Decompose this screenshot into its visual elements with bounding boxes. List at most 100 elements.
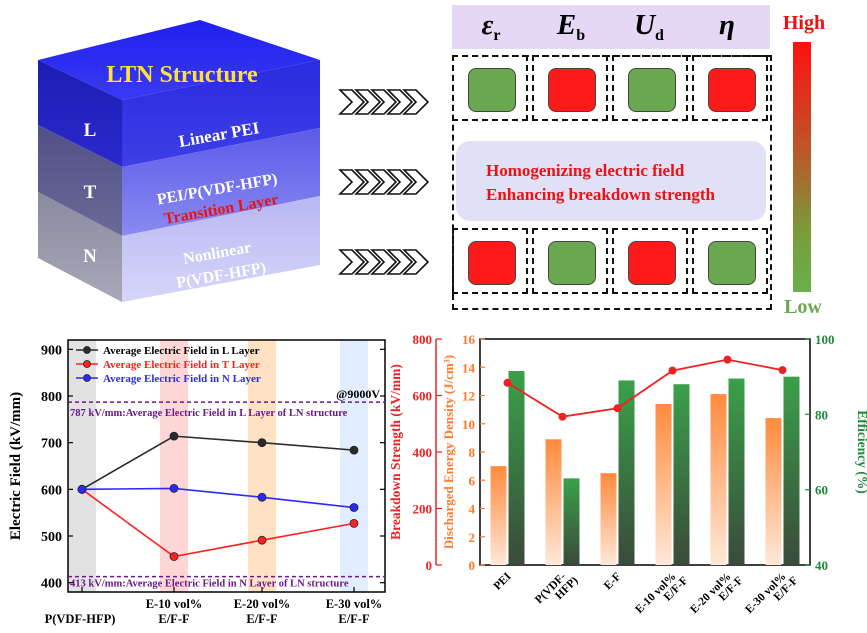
energy-density-bar [765, 418, 782, 565]
l-row-cell [452, 55, 528, 121]
left2-tick-label: 10 [462, 417, 475, 432]
plot-frame [479, 338, 811, 566]
x-category-label: E/F-F [246, 612, 278, 626]
breakdown-point [723, 355, 732, 364]
n-row-cell [452, 228, 528, 294]
left2-tick-label: 8 [469, 445, 476, 460]
color-scale-bar [793, 42, 811, 292]
left2-tick-label: 14 [462, 360, 476, 375]
category-band [340, 340, 368, 592]
breakdown-point [613, 404, 622, 413]
efficiency-bar [618, 380, 635, 565]
left-tick-label: 400 [413, 445, 433, 460]
layer-letter-l: L [84, 120, 97, 141]
header-eta: η [719, 9, 735, 41]
left2-tick-label: 16 [462, 332, 476, 347]
category-band [248, 340, 276, 592]
n-row-cell [692, 228, 768, 294]
middle-text-line-2: Enhancing breakdown strength [486, 185, 715, 204]
n-row-cell [612, 228, 688, 294]
breakdown-efficiency-chart: 0 200 400 600 800 Breakdown Strength (kV/mm) 0… [388, 332, 867, 616]
chevron-arrows [338, 89, 430, 275]
cube-side-t [38, 125, 122, 236]
y-tick-label: 700 [41, 437, 62, 452]
indicator-square [708, 241, 756, 285]
data-point [349, 518, 359, 528]
cube-title: LTN Structure [106, 62, 258, 88]
cube-top-face [38, 20, 320, 100]
header-e-b: Eb [556, 9, 586, 44]
left2-axis-label: Discharged Energy Density (J/cm³) [441, 355, 456, 549]
energy-density-bar [545, 439, 562, 565]
x-category-label: E/F-F [338, 612, 370, 626]
y-tick-label: 600 [41, 483, 62, 498]
x-category-label: E-10 vol% [146, 597, 203, 611]
y-tick-label: 500 [41, 530, 62, 545]
chevron-arrow-icon [338, 89, 430, 115]
cube-front-t [122, 128, 320, 236]
series-line [81, 435, 355, 491]
data-point [257, 438, 267, 448]
n-row-cell [532, 228, 608, 294]
x-category-label: P(VDF-HFP) [45, 612, 116, 626]
left2-tick-label: 4 [469, 502, 476, 517]
legend-marker [83, 360, 91, 368]
data-point [169, 483, 179, 493]
data-point [257, 535, 267, 545]
efficiency-bar [783, 376, 800, 565]
cube-front-l [122, 60, 320, 167]
left2-tick-label: 12 [462, 389, 475, 404]
indicator-square [548, 68, 596, 112]
data-point [169, 431, 179, 441]
left2-tick-label: 2 [469, 530, 476, 545]
y-tick-label: 800 [41, 390, 62, 405]
right-tick-label: 40 [815, 558, 828, 573]
cube-side-l [38, 60, 122, 167]
cube-front-n [122, 196, 320, 302]
header-epsilon-r: εr [481, 9, 501, 44]
scale-high-label: High [782, 12, 826, 34]
left2-tick-label: 0 [469, 558, 476, 573]
left-tick-label: 200 [413, 502, 433, 517]
indicator-square [628, 241, 676, 285]
electric-field-chart: 400 500 600 700 800 900 Electric Field (kV/mm)… [8, 339, 386, 626]
y-tick-label: 900 [41, 343, 62, 358]
right-tick-label: 60 [815, 483, 828, 498]
right-tick-label: 100 [815, 332, 835, 347]
energy-density-bar [710, 394, 727, 565]
legend-marker [83, 374, 91, 382]
middle-text-box: Homogenizing electric field Enhancing br… [456, 141, 766, 221]
efficiency-bar [563, 478, 580, 565]
chevron-arrow-icon [338, 249, 430, 275]
left-tick-label: 800 [413, 332, 433, 347]
data-point [349, 445, 359, 455]
l-row-cell [692, 55, 768, 121]
layer-letter-t: T [84, 182, 97, 203]
x-category-label: E-F [602, 571, 624, 593]
data-point [257, 492, 267, 502]
voltage-annotation: @9000V [336, 387, 380, 401]
legend-label: Average Electric Field in T Layer [103, 359, 260, 371]
left2-tick-label: 6 [469, 473, 476, 488]
left-axis-label: Breakdown Strength (kV/mm) [388, 364, 403, 540]
indicator-square [628, 68, 676, 112]
property-header-bar: εr Eb Ud η [452, 5, 770, 49]
data-point [169, 552, 179, 561]
series-line [81, 488, 355, 558]
header-u-d: Ud [634, 9, 664, 44]
efficiency-bar [728, 378, 745, 565]
category-band [68, 340, 96, 592]
indicator-square [468, 68, 516, 112]
l-row-cell [612, 55, 688, 121]
ltn-cube-diagram: LTN Structure L T N Linear PEI PEI/P(VDF… [38, 20, 320, 302]
breakdown-point [668, 366, 677, 375]
legend-label: Average Electric Field in L Layer [103, 345, 260, 357]
cube-side-n [38, 192, 122, 302]
y-tick-label: 400 [41, 577, 62, 592]
indicator-square [548, 241, 596, 285]
x-category-label: E-30 vol% [326, 597, 383, 611]
efficiency-bar [508, 371, 525, 565]
y-axis-label: Electric Field (kV/mm) [8, 392, 24, 540]
breakdown-point [558, 412, 567, 421]
reference-line-label: 413 kV/mm:Average Electric Field in N La… [70, 579, 349, 590]
